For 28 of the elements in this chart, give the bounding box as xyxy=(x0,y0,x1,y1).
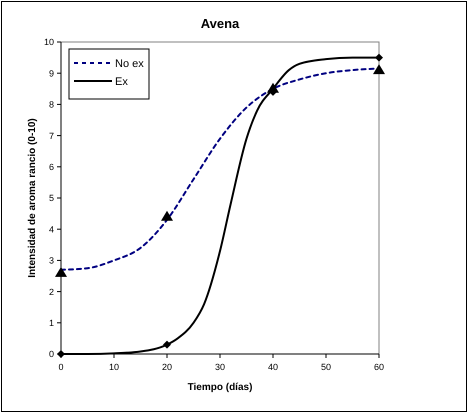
y-tick-label: 6 xyxy=(48,162,54,172)
y-tick-label: 3 xyxy=(48,256,54,266)
point xyxy=(373,64,385,74)
y-tick-label: 8 xyxy=(48,100,54,110)
x-axis-title: Tiempo (días) xyxy=(188,382,252,393)
x-tick-label: 50 xyxy=(320,362,332,372)
point xyxy=(163,340,171,349)
y-tick-label: 1 xyxy=(48,318,54,328)
x-tick-label: 30 xyxy=(214,362,226,372)
y-tick-label: 2 xyxy=(48,286,54,297)
legend-label: Ex xyxy=(115,76,128,88)
x-tick-label: 10 xyxy=(108,362,120,372)
y-tick-label: 9 xyxy=(48,68,54,78)
x-tick-label: 20 xyxy=(162,362,172,372)
y-tick-label: 0 xyxy=(48,349,54,360)
point xyxy=(161,210,173,221)
legend-label: No ex xyxy=(115,58,144,70)
point xyxy=(55,266,67,277)
y-tick-label: 4 xyxy=(48,224,54,234)
chart-title: Avena xyxy=(200,16,240,31)
x-tick-label: 60 xyxy=(374,362,384,372)
y-tick-label: 7 xyxy=(48,130,54,141)
y-tick-label: 10 xyxy=(44,37,54,48)
x-tick-label: 40 xyxy=(268,362,278,372)
point xyxy=(375,54,383,62)
y-tick-label: 5 xyxy=(48,193,54,204)
y-axis-title: Intensidad de aroma rancio (0-10) xyxy=(27,118,38,278)
x-tick-label: 0 xyxy=(58,362,64,372)
